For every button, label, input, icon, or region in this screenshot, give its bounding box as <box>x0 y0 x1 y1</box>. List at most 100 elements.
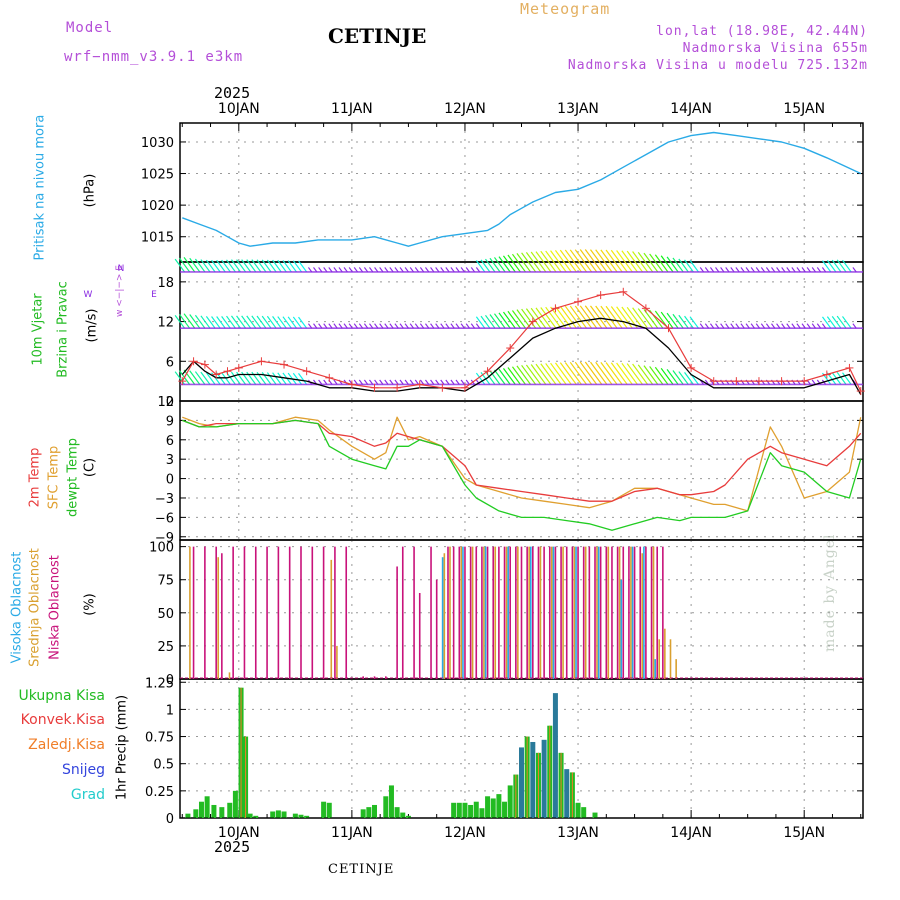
wind-barb <box>525 308 542 329</box>
wind-barb <box>230 259 241 273</box>
wind-barb <box>836 315 847 329</box>
precip-bar <box>253 815 259 818</box>
model-label: Model <box>66 20 114 36</box>
t2m-line <box>182 419 862 502</box>
precip-bar <box>193 809 199 818</box>
wind-barb <box>251 259 262 273</box>
wind-barb <box>610 306 628 329</box>
wind-barb <box>821 260 832 273</box>
wind-barb <box>230 371 241 385</box>
wind-barb <box>564 305 582 329</box>
precip-bar <box>219 807 225 818</box>
wind-barb <box>632 251 649 273</box>
year-bottom: 2025 <box>214 838 251 856</box>
altitude-label: Nadmorska Visina 655m <box>682 41 868 56</box>
xtick-label-top: 15JAN <box>783 101 825 117</box>
wind-barb <box>559 306 577 329</box>
wind-barb <box>174 315 186 329</box>
wind-barb <box>600 249 618 273</box>
wind-barb <box>666 312 679 329</box>
wind-barb <box>842 259 852 273</box>
wind-barb <box>221 315 231 329</box>
legend-convective-rain: Konvek.Kisa <box>20 712 105 728</box>
wind-barb <box>637 364 654 385</box>
wind-barb <box>545 363 562 385</box>
wind-barb <box>246 259 257 273</box>
wind-barb <box>574 361 593 385</box>
wind-barb <box>684 315 694 329</box>
wind-barb <box>535 307 552 329</box>
wind-barb <box>272 259 282 273</box>
wind-barb <box>194 371 206 385</box>
xtick-label-top: 10JAN <box>218 101 260 117</box>
precip-bar <box>321 801 327 818</box>
wind-barb <box>183 257 196 273</box>
wind-barb <box>205 316 216 329</box>
compass-n: N <box>118 264 125 274</box>
wind-barb <box>564 249 582 273</box>
precip-bar <box>564 769 570 818</box>
wind-barb <box>498 368 511 385</box>
ytick-label: 0 <box>166 673 174 688</box>
wind-barb <box>842 316 852 329</box>
ytick-label: −9 <box>155 531 174 546</box>
wind-barb <box>535 251 552 273</box>
wind-barb <box>507 254 521 273</box>
wind-barb <box>525 252 542 273</box>
wind-barb <box>194 258 206 273</box>
legend-freezing-rain: Zaledj.Kisa <box>28 737 105 753</box>
precip-bar <box>541 739 547 818</box>
wind-barb <box>277 259 287 273</box>
xtick-label-bottom: 12JAN <box>444 825 486 841</box>
ytick-label: 0 <box>166 395 174 410</box>
precip-bar <box>232 790 238 818</box>
wind-barb <box>183 369 196 385</box>
wind-barb <box>174 258 186 273</box>
wind-barb <box>251 315 262 329</box>
wind-barb <box>626 250 643 273</box>
wind-barb <box>672 313 684 329</box>
wind-barb <box>637 251 654 273</box>
wind-barb <box>507 310 521 329</box>
precip-bar <box>479 808 485 818</box>
dewpt-line <box>182 419 862 531</box>
precip-bar <box>211 804 217 818</box>
wind-barb <box>590 249 608 273</box>
wind-barb <box>649 366 664 385</box>
wind-barb <box>246 315 257 329</box>
wind-barb <box>292 260 303 273</box>
wind-barb <box>521 364 537 385</box>
wind-barb <box>282 316 292 329</box>
precip-bar <box>490 798 496 818</box>
wind-barb <box>545 250 562 273</box>
wind-barb <box>287 260 297 273</box>
wind-barb <box>502 311 516 329</box>
wind-barb <box>226 315 236 329</box>
wind-barb <box>569 361 588 385</box>
wind-barb <box>189 257 201 273</box>
precip-bar <box>530 741 536 818</box>
ytick-label: 9 <box>166 414 174 429</box>
wind-barb <box>836 371 847 385</box>
ytick-label: 0 <box>166 812 174 827</box>
sfc-temp-line <box>182 416 862 512</box>
wind-barb <box>595 249 613 273</box>
wind-barb <box>189 314 201 329</box>
ytick-label: 12 <box>157 395 174 410</box>
precip-bar <box>552 693 558 818</box>
wind-barb <box>525 364 542 385</box>
wind-barb <box>485 258 496 273</box>
xtick-label-bottom: 15JAN <box>783 825 825 841</box>
wind-barb <box>221 372 231 385</box>
wind-barb <box>826 316 837 329</box>
wind-barb <box>595 361 613 385</box>
wind-barb <box>485 314 496 329</box>
xtick-label-top: 14JAN <box>670 101 712 117</box>
wind-barb <box>590 361 608 385</box>
wind-barb <box>502 255 516 273</box>
wind-barb <box>194 314 206 329</box>
precip-bar <box>394 807 400 818</box>
wind-barb <box>241 315 252 329</box>
ytick-label: −3 <box>155 492 174 507</box>
wind-barb <box>200 315 211 329</box>
